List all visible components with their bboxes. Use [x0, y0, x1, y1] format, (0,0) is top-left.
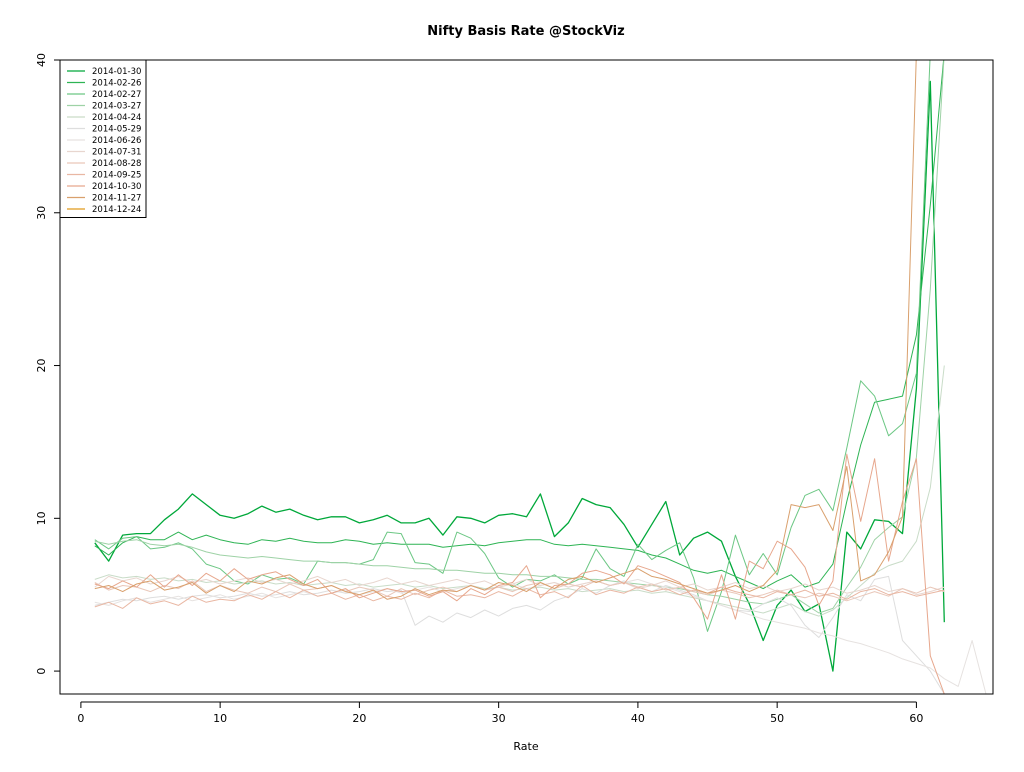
legend-label: 2014-02-26: [92, 79, 141, 89]
series-line-2014-02-27: [94, 60, 931, 632]
legend-label: 2014-01-30: [92, 67, 141, 77]
x-tick-label: 30: [492, 712, 506, 725]
legend-label: 2014-10-30: [92, 182, 141, 192]
y-tick-label: 20: [35, 359, 48, 373]
y-tick-label: 30: [35, 206, 48, 220]
legend-label: 2014-02-27: [92, 90, 141, 100]
legend-label: 2014-07-31: [92, 148, 141, 158]
series-line-2014-10-30: [94, 453, 945, 694]
x-tick-label: 0: [77, 712, 84, 725]
legend-label: 2014-08-28: [92, 159, 141, 169]
y-tick-label: 0: [35, 668, 48, 675]
series-line-2014-09-25: [94, 585, 945, 609]
series-line-2014-05-29: [94, 575, 945, 694]
x-tick-label: 10: [213, 712, 227, 725]
series-line-2014-07-31: [94, 575, 945, 596]
x-axis-label: Rate: [513, 740, 538, 753]
chart-title: Nifty Basis Rate @StockViz: [427, 24, 624, 39]
series-layer: [94, 60, 987, 694]
legend-label: 2014-11-27: [92, 194, 141, 204]
x-tick-label: 60: [909, 712, 923, 725]
legend-label: 2014-12-24: [92, 205, 141, 215]
legend-label: 2014-03-27: [92, 102, 141, 112]
x-axis: 0 10 20 30 40 50 60: [77, 701, 923, 725]
x-tick-label: 50: [770, 712, 784, 725]
legend-label: 2014-09-25: [92, 171, 141, 181]
series-line-2014-01-30: [94, 80, 945, 672]
legend-label: 2014-04-24: [92, 113, 141, 123]
x-tick-label: 40: [631, 712, 645, 725]
series-line-2014-11-27: [94, 60, 917, 600]
legend-label: 2014-06-26: [92, 136, 141, 146]
legend-box: [59, 59, 147, 218]
y-tick-label: 40: [35, 53, 48, 67]
series-line-2014-04-24: [94, 365, 945, 617]
legend-label: 2014-05-29: [92, 125, 141, 135]
x-tick-label: 20: [352, 712, 366, 725]
y-tick-label: 10: [35, 511, 48, 525]
